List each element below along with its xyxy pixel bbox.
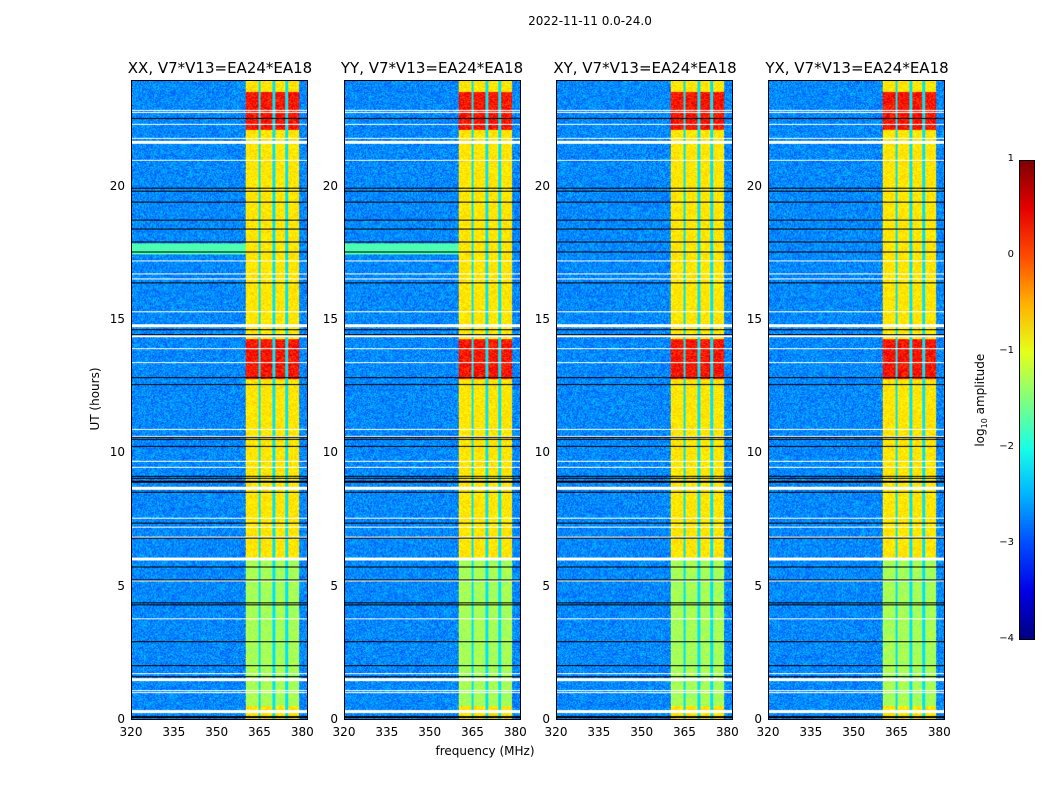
- y-tick-label: 5: [330, 578, 338, 593]
- y-tick-label: 15: [109, 312, 125, 326]
- x-tick-label: 365: [248, 725, 271, 739]
- heatmap-panel-xy: [556, 80, 733, 720]
- x-tick-label: 365: [885, 725, 908, 739]
- y-axis-label: UT (hours): [88, 367, 102, 431]
- colorbar: [1019, 160, 1035, 640]
- y-tick-label: 20: [534, 178, 550, 193]
- x-tick-label: 335: [162, 725, 186, 739]
- panel-title-yx: YX, V7*V13=EA24*EA18: [765, 59, 949, 77]
- heatmap-canvas-yy: [345, 81, 520, 719]
- y-tick-label: 5: [542, 578, 550, 593]
- x-tick-label: 380: [715, 725, 739, 739]
- colorbar-tick-label: −1: [999, 345, 1014, 356]
- heatmap-panel-yx: [768, 80, 945, 720]
- heatmap-panel-yy: [344, 80, 521, 720]
- y-tick-label: 0: [754, 712, 762, 726]
- y-tick-label: 15: [534, 312, 550, 326]
- heatmap-canvas-xx: [132, 81, 307, 719]
- x-tick-label: 335: [799, 725, 823, 739]
- y-tick-label: 10: [109, 445, 125, 460]
- x-tick-label: 335: [587, 725, 611, 739]
- heatmap-canvas-xy: [557, 81, 732, 719]
- panel-title-xx: XX, V7*V13=EA24*EA18: [127, 59, 313, 77]
- colorbar-tick-label: −4: [999, 633, 1014, 644]
- x-tick-label: 365: [673, 725, 696, 739]
- y-tick-label: 20: [109, 178, 125, 193]
- x-tick-label: 380: [927, 725, 951, 739]
- x-tick-label: 380: [503, 725, 527, 739]
- colorbar-tick-label: −2: [999, 441, 1014, 452]
- x-tick-label: 365: [461, 725, 484, 739]
- y-tick-label: 0: [330, 712, 338, 726]
- x-tick-label: 380: [290, 725, 314, 739]
- y-tick-label: 20: [322, 178, 338, 193]
- colorbar-label-prefix: log: [972, 428, 987, 447]
- figure-suptitle: 2022-11-11 0.0-24.0: [528, 14, 652, 28]
- x-tick-label: 350: [418, 725, 442, 739]
- y-tick-label: 10: [534, 445, 550, 460]
- x-tick-label: 350: [630, 725, 654, 739]
- colorbar-tick-label: 1: [1007, 153, 1014, 164]
- colorbar-label: log10 amplitude: [973, 340, 989, 460]
- colorbar-tick-label: −3: [999, 537, 1014, 548]
- colorbar-label-suffix: amplitude: [972, 353, 987, 419]
- y-tick-label: 10: [746, 445, 762, 460]
- colorbar-label-sub: 10: [980, 418, 990, 429]
- colorbar-tick-label: 0: [1007, 249, 1014, 260]
- x-tick-label: 350: [205, 725, 229, 739]
- heatmap-panel-xx: [131, 80, 308, 720]
- panel-title-xy: XY, V7*V13=EA24*EA18: [553, 59, 737, 77]
- heatmap-canvas-yx: [769, 81, 944, 719]
- y-tick-label: 5: [754, 578, 762, 593]
- x-tick-label: 335: [375, 725, 399, 739]
- y-tick-label: 20: [746, 178, 762, 193]
- x-axis-label: frequency (MHz): [435, 744, 535, 758]
- x-tick-label: 320: [119, 725, 143, 739]
- x-tick-label: 320: [544, 725, 568, 739]
- x-tick-label: 350: [842, 725, 866, 739]
- y-tick-label: 0: [117, 712, 125, 726]
- y-tick-label: 10: [322, 445, 338, 460]
- y-tick-label: 5: [117, 578, 125, 593]
- x-tick-label: 320: [332, 725, 356, 739]
- y-tick-label: 15: [746, 312, 762, 326]
- x-tick-label: 320: [756, 725, 780, 739]
- panel-title-yy: YY, V7*V13=EA24*EA18: [340, 59, 524, 77]
- y-tick-label: 15: [322, 312, 338, 326]
- y-tick-label: 0: [542, 712, 550, 726]
